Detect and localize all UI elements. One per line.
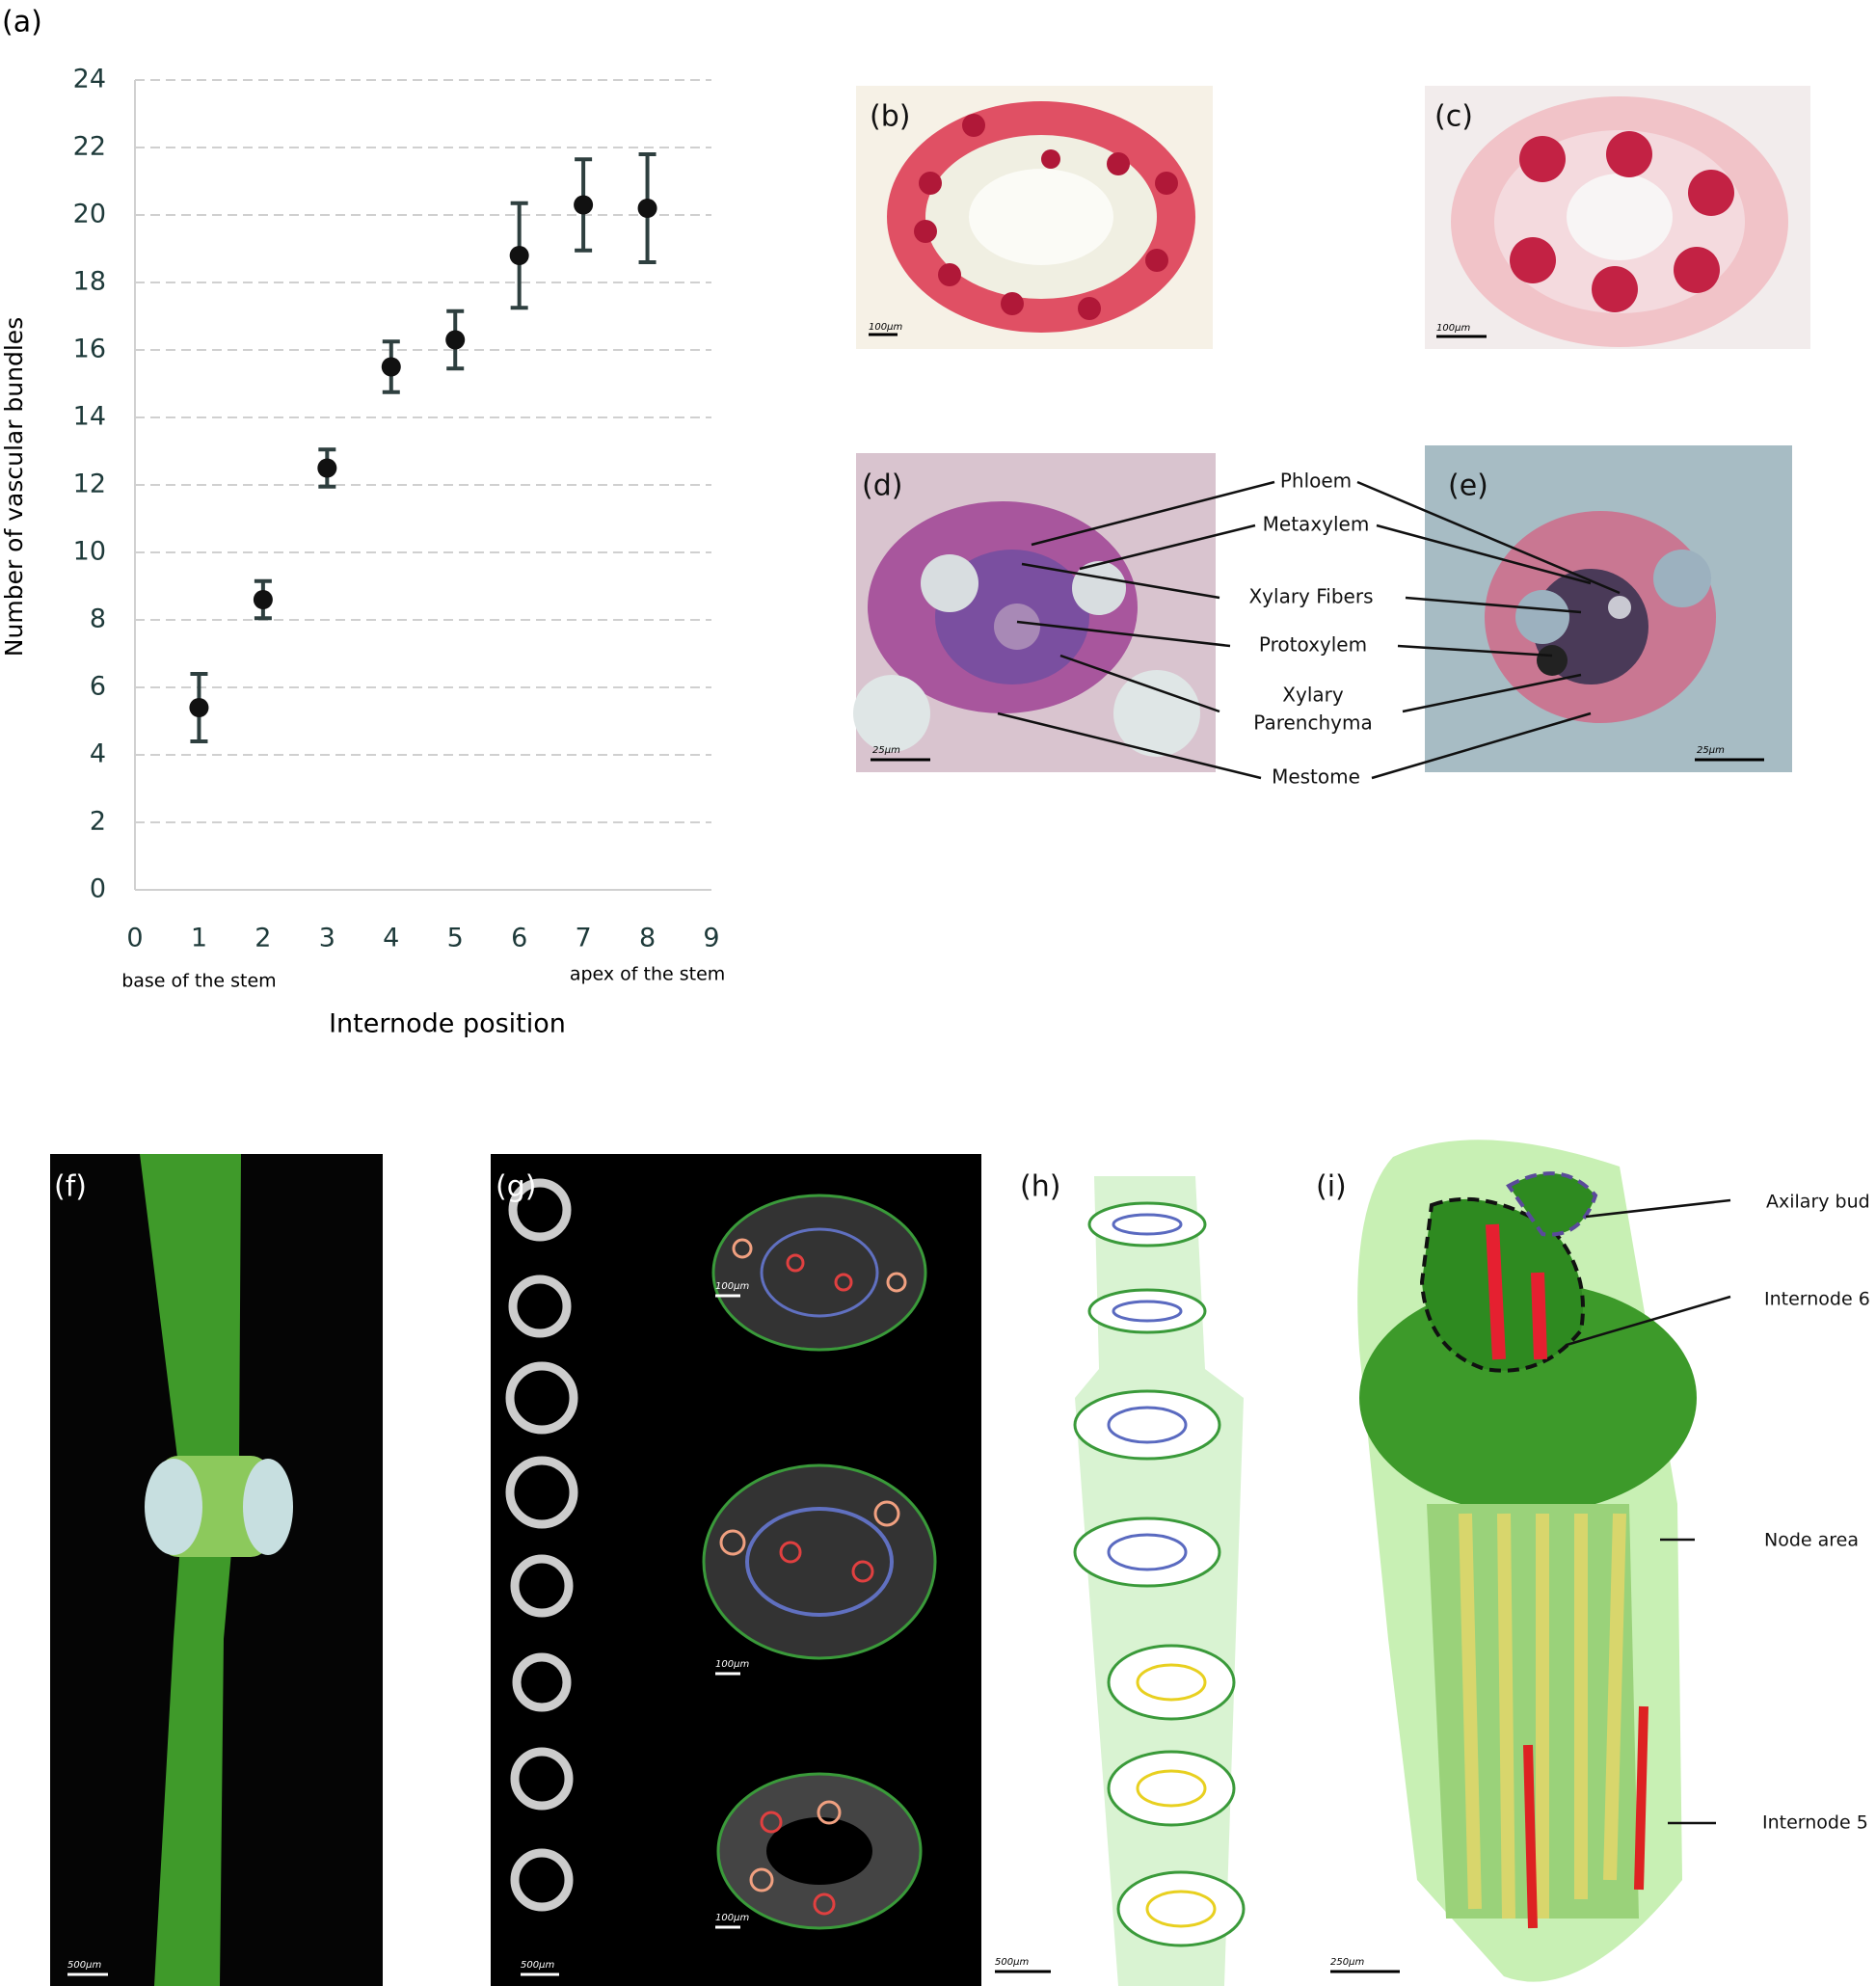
callout: Xylary [1282, 684, 1344, 707]
scale-label: 25µm [1697, 745, 1725, 756]
y-tick-label: 8 [90, 604, 106, 634]
panel-b: (b) 100µm [856, 86, 1213, 349]
data-point [189, 698, 209, 717]
callout: Metaxylem [1263, 513, 1370, 536]
scale-label: 500µm [995, 1957, 1029, 1968]
scatter-chart: (a) Number of vascular bundles Internode… [0, 6, 725, 1039]
callouts: Phloem Metaxylem Xylary Fibers Protoxyle… [997, 470, 1621, 789]
x-tick-label: 9 [703, 924, 719, 953]
y-tick-label: 2 [90, 807, 106, 837]
annotation: Node area [1764, 1530, 1859, 1551]
x-tick-label: 7 [576, 924, 592, 953]
y-tick-label: 10 [73, 537, 106, 567]
y-tick-label: 0 [90, 874, 106, 904]
x-axis-label: Internode position [329, 1009, 566, 1039]
data-point [637, 199, 657, 218]
x-tick-label: 3 [319, 924, 335, 953]
y-tick-label: 12 [73, 470, 106, 499]
y-tick-label: 6 [90, 672, 106, 702]
annotation: Axilary bud [1766, 1192, 1870, 1213]
data-point [381, 357, 401, 377]
y-tick-label: 22 [73, 132, 106, 162]
panel-e: (e) 25µm [1425, 445, 1792, 772]
panel-d: (d) 25µm [853, 453, 1216, 772]
y-tick-label: 20 [73, 200, 106, 229]
x-tick-label: 0 [126, 924, 143, 953]
y-tick-label: 4 [90, 739, 106, 769]
scale-label: 100µm [1436, 323, 1470, 334]
data-point [445, 330, 466, 350]
x-tick-label: 6 [511, 924, 527, 953]
scale-label: 500µm [521, 1960, 554, 1971]
annotation: Internode 6 [1764, 1289, 1870, 1310]
x-tick-label: 8 [639, 924, 656, 953]
y-tick-label: 18 [73, 267, 106, 297]
scale-label: 250µm [1330, 1957, 1364, 1968]
panel-label: (d) [862, 470, 902, 503]
y-tick-label: 24 [73, 65, 106, 94]
y-tick-label: 16 [73, 335, 106, 364]
x-tick-label: 5 [447, 924, 464, 953]
panel-label: (h) [1020, 1170, 1060, 1204]
panel-label: (e) [1448, 470, 1488, 503]
data-point [574, 195, 594, 215]
panel-i: (i) 250µm Axilary bud Internode 6 Node a… [1316, 1140, 1870, 1982]
x-tick-label: 2 [255, 924, 271, 953]
y-axis-label: Number of vascular bundles [0, 317, 28, 657]
data-point [509, 246, 529, 265]
callout: Mestome [1272, 765, 1360, 789]
scale-label: 500µm [67, 1960, 101, 1971]
panel-label: (c) [1434, 100, 1473, 134]
y-tick-label: 14 [73, 402, 106, 432]
callout: Xylary Fibers [1248, 585, 1373, 608]
data-point [317, 458, 337, 478]
annotation: base of the stem [121, 971, 276, 992]
scale-label: 100µm [715, 1659, 749, 1670]
x-tick-label: 4 [383, 924, 399, 953]
callout: Phloem [1280, 470, 1352, 493]
x-tick-label: 1 [191, 924, 207, 953]
data-point [253, 590, 273, 609]
panel-f: (f) 500µm [50, 1154, 383, 1986]
annotation: apex of the stem [570, 964, 725, 985]
scale-label: 25µm [872, 745, 900, 756]
scale-label: 100µm [715, 1913, 749, 1923]
callout: Parenchyma [1253, 711, 1372, 735]
panel-g: (g) 100µm 100µm 100µm 500µm [491, 1154, 981, 1986]
panel-label: (f) [54, 1170, 87, 1204]
panel-label: (i) [1316, 1170, 1347, 1204]
panel-h: (h) 500µm [995, 1170, 1246, 1986]
panel-label: (b) [870, 100, 910, 134]
panel-c: (c) 100µm [1425, 86, 1810, 349]
callout: Protoxylem [1259, 633, 1367, 657]
scale-label: 100µm [869, 322, 902, 333]
annotation: Internode 5 [1762, 1812, 1868, 1834]
scale-label: 100µm [715, 1281, 749, 1292]
panel-label: (a) [2, 6, 42, 40]
panel-label: (g) [496, 1170, 536, 1204]
